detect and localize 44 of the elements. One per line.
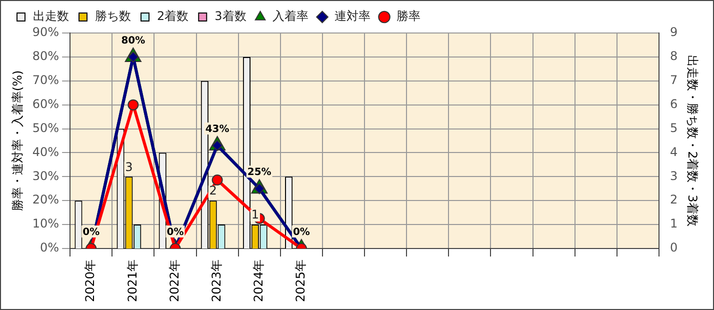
y2-tick-label: 5 [670, 120, 678, 135]
y-axis-title: 勝率・連対率・入着率(%) [10, 70, 24, 212]
y-tick-label: 20% [32, 192, 60, 207]
legend-label: 連対率 [334, 9, 370, 24]
x-tick-label: 2023年 [209, 259, 224, 302]
y-tick-label: 90% [32, 25, 60, 40]
data-label: 2 [209, 184, 217, 198]
y-tick-label: 50% [32, 120, 60, 135]
x-tick-label: 2024年 [251, 259, 266, 302]
x-tick-label: 2022年 [167, 259, 182, 302]
y2-tick-label: 2 [670, 192, 678, 207]
y2-tick-label: 3 [670, 168, 678, 183]
y2-tick-label: 7 [670, 73, 678, 88]
data-label: 0% [292, 227, 310, 238]
y-tick-label: 30% [32, 168, 60, 183]
data-label: 80% [121, 36, 146, 47]
legend-label: 2着数 [157, 9, 189, 24]
y-tick-label: 60% [32, 96, 60, 111]
legend-label: 入着率 [272, 9, 308, 24]
y-tick-label: 40% [32, 144, 60, 159]
y2-tick-label: 1 [670, 216, 678, 231]
data-label: 3 [125, 160, 133, 174]
data-label: 0% [82, 227, 100, 238]
y2-axis-title: 出走数・勝ち数・2着数・3着数 [686, 55, 700, 226]
y2-tick-label: 9 [670, 25, 678, 40]
data-label: 25% [247, 167, 272, 178]
x-tick-label: 2020年 [83, 259, 98, 302]
y2-tick-label: 4 [670, 144, 678, 159]
y-tick-label: 80% [32, 49, 60, 64]
data-label: 43% [205, 124, 230, 136]
y-tick-label: 10% [32, 216, 60, 231]
x-tick-label: 2025年 [294, 259, 308, 302]
y-tick-label: 70% [32, 73, 60, 88]
legend-label: 勝率 [396, 9, 420, 24]
y2-tick-label: 0 [670, 240, 678, 255]
data-label: 0% [166, 227, 184, 238]
x-tick-label: 2021年 [125, 259, 140, 302]
y2-tick-label: 8 [670, 49, 678, 64]
legend-label: 出走数 [33, 9, 69, 24]
y-tick-label: 0% [40, 240, 60, 255]
data-label: 1 [251, 208, 259, 222]
legend-label: 勝ち数 [95, 9, 131, 24]
y2-tick-label: 6 [670, 96, 678, 111]
legend-label: 3着数 [214, 9, 246, 24]
